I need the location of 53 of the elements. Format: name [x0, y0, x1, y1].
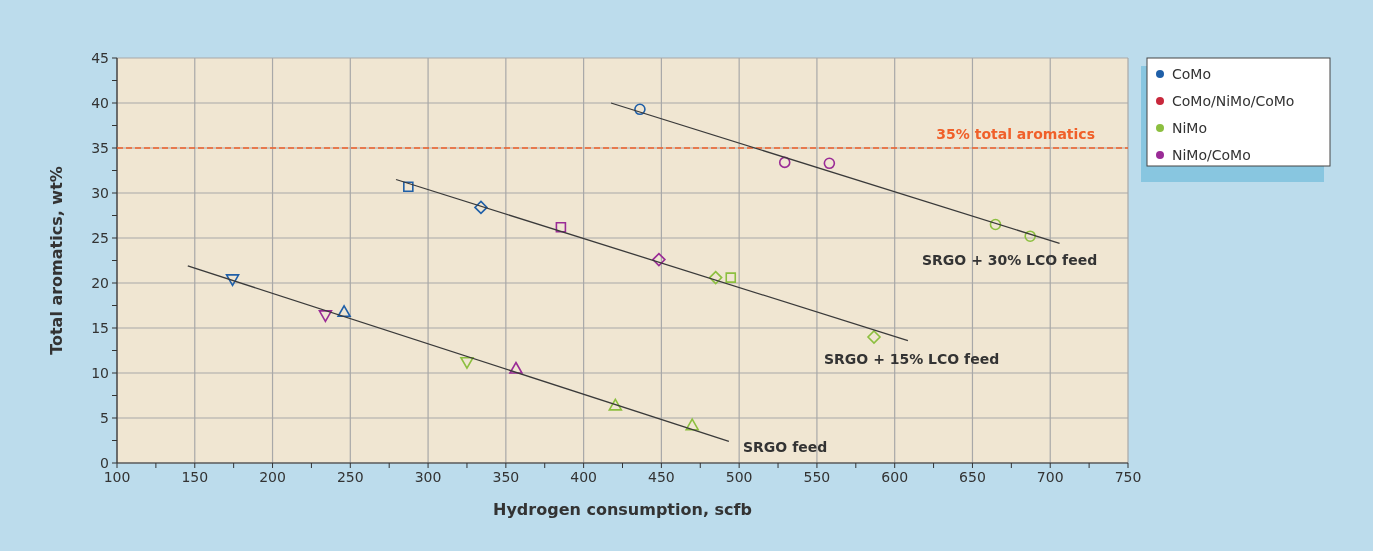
point [225, 274, 240, 287]
x-tick-label: 650 [959, 469, 986, 485]
point [555, 221, 567, 233]
x-tick-label: 450 [648, 469, 675, 485]
y-tick-label: 10 [91, 364, 109, 381]
point [823, 157, 836, 170]
point [608, 398, 623, 411]
y-tick-label: 0 [100, 454, 109, 471]
legend-label: CoMo [1172, 65, 1211, 82]
point [652, 252, 666, 267]
y-tick-label: 25 [91, 229, 109, 246]
x-tick-label: 550 [803, 469, 831, 485]
x-tick-label: 250 [336, 469, 364, 485]
x-tick-label: 300 [414, 469, 442, 485]
legend-label: NiMo/CoMo [1172, 146, 1251, 163]
y-tick-label: 30 [91, 184, 109, 201]
point [867, 330, 881, 344]
ref-line-label: 35% total aromatics [936, 126, 1095, 142]
point [725, 272, 737, 283]
point [509, 361, 523, 374]
y-axis-title: Total aromatics, wt% [47, 166, 66, 355]
y-tick-label: 5 [100, 409, 109, 426]
x-tick-label: 200 [259, 469, 286, 485]
legend-label: NiMo [1172, 119, 1208, 136]
point [778, 156, 791, 169]
point [1024, 230, 1036, 242]
point [460, 356, 474, 369]
x-tick-label: 100 [103, 469, 131, 485]
point [634, 103, 646, 116]
x-axis-title: Hydrogen consumption, scfb [493, 500, 752, 519]
x-tick-label: 400 [570, 469, 597, 485]
x-tick-label: 350 [492, 469, 520, 485]
y-tick-label: 35 [91, 139, 109, 156]
point [685, 418, 699, 431]
point [708, 270, 723, 285]
x-tick-label: 600 [881, 469, 909, 485]
x-tick-label: 150 [181, 469, 209, 485]
y-tick-label: 40 [91, 94, 109, 111]
y-tick-label: 15 [91, 319, 109, 336]
x-tick-label: 500 [725, 469, 753, 485]
x-tick-label: 700 [1036, 469, 1064, 485]
point [337, 305, 351, 318]
point [474, 200, 488, 215]
point [403, 181, 414, 192]
y-tick-label: 20 [91, 274, 109, 291]
y-tick-label: 45 [91, 49, 109, 66]
point [318, 310, 333, 323]
annotation: SRGO + 30% LCO feed [922, 251, 1098, 268]
annotation: SRGO + 15% LCO feed [824, 350, 1000, 367]
point [989, 218, 1002, 231]
legend-label: CoMo/NiMo/CoMo [1172, 92, 1295, 109]
annotation: SRGO feed [743, 438, 828, 455]
x-tick-label: 750 [1114, 469, 1142, 485]
